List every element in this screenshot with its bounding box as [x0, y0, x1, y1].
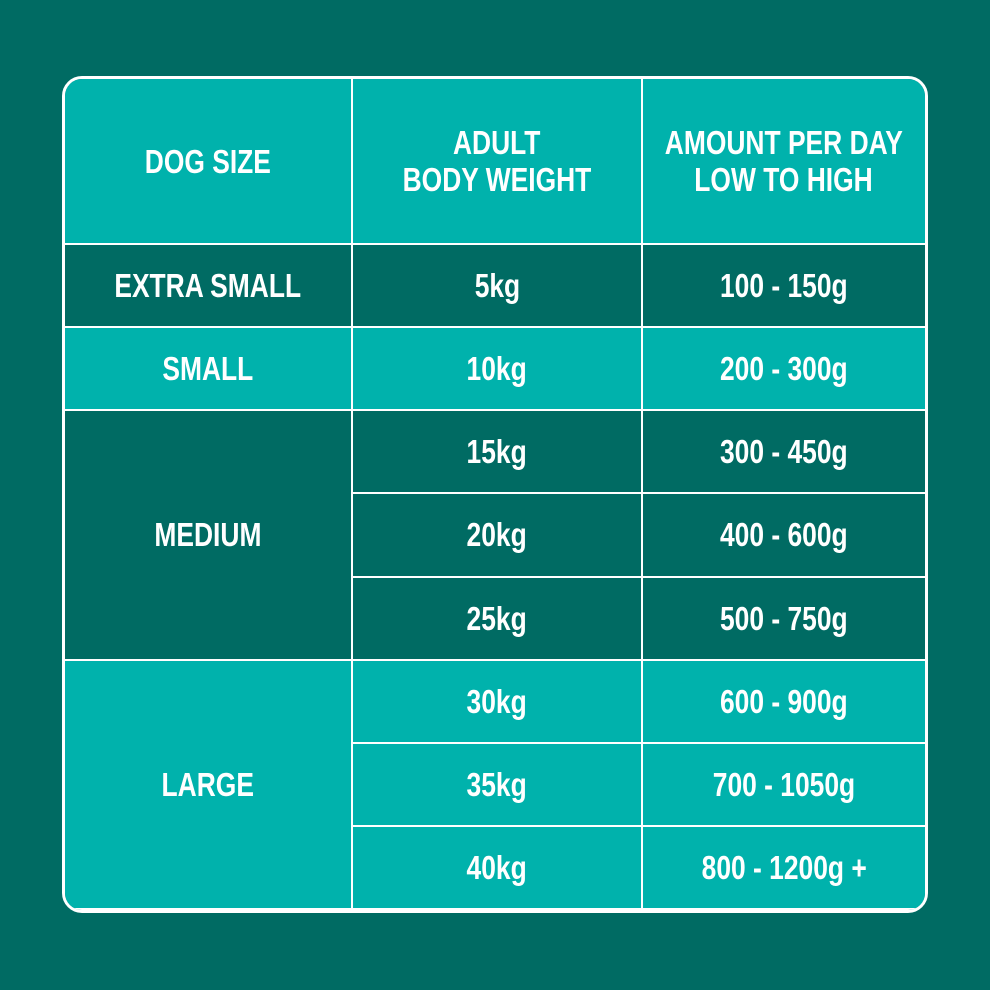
cell-text: 35kg — [466, 765, 528, 803]
weight-cell: 35kg — [353, 743, 643, 827]
amount-cell: 700 - 1050g — [643, 743, 925, 827]
cell-text: 15kg — [466, 433, 528, 471]
weight-cell: 25kg — [353, 577, 643, 661]
header-cell: DOG SIZE — [65, 79, 353, 245]
header-cell: AMOUNT PER DAY LOW TO HIGH — [643, 79, 925, 245]
cell-text: 600 - 900g — [720, 682, 848, 720]
size-cell: LARGE — [65, 660, 353, 910]
weight-cell: 40kg — [353, 826, 643, 910]
cell-text: EXTRA SMALL — [114, 267, 302, 305]
cell-text: 200 - 300g — [720, 350, 848, 388]
amount-cell: 600 - 900g — [643, 660, 925, 744]
cell-text: AMOUNT PER DAY — [664, 124, 904, 161]
cell-text: LARGE — [161, 765, 255, 803]
cell-text: SMALL — [162, 350, 254, 388]
cell-text: 25kg — [466, 599, 528, 637]
cell-text: 10kg — [466, 350, 528, 388]
amount-cell: 100 - 150g — [643, 245, 925, 329]
size-cell: EXTRA SMALL — [65, 245, 353, 329]
size-cell: MEDIUM — [65, 411, 353, 661]
cell-text: DOG SIZE — [144, 142, 272, 180]
cell-text: 400 - 600g — [720, 516, 848, 554]
cell-text: LOW TO HIGH — [694, 161, 874, 198]
cell-text: 100 - 150g — [720, 267, 848, 305]
cell-text: ADULT — [453, 124, 541, 161]
cell-text: 5kg — [474, 267, 520, 305]
header-cell: ADULT BODY WEIGHT — [353, 79, 643, 245]
feeding-table: DOG SIZE ADULT BODY WEIGHT AMOUNT PER DAY LO… — [62, 76, 928, 913]
weight-cell: 5kg — [353, 245, 643, 329]
amount-cell: 400 - 600g — [643, 494, 925, 578]
cell-text: 30kg — [466, 682, 528, 720]
weight-cell: 30kg — [353, 660, 643, 744]
amount-cell: 500 - 750g — [643, 577, 925, 661]
weight-cell: 10kg — [353, 328, 643, 412]
amount-cell: 200 - 300g — [643, 328, 925, 412]
cell-text: 700 - 1050g — [712, 765, 856, 803]
cell-text: MEDIUM — [154, 516, 262, 554]
amount-cell: 800 - 1200g + — [643, 826, 925, 910]
cell-text: 300 - 450g — [720, 433, 848, 471]
size-cell: SMALL — [65, 328, 353, 412]
weight-cell: 20kg — [353, 494, 643, 578]
amount-cell: 300 - 450g — [643, 411, 925, 495]
cell-text: 500 - 750g — [720, 599, 848, 637]
cell-text: 40kg — [466, 848, 528, 886]
cell-text: 800 - 1200g + — [701, 848, 867, 886]
weight-cell: 15kg — [353, 411, 643, 495]
cell-text: BODY WEIGHT — [402, 161, 592, 198]
cell-text: 20kg — [466, 516, 528, 554]
